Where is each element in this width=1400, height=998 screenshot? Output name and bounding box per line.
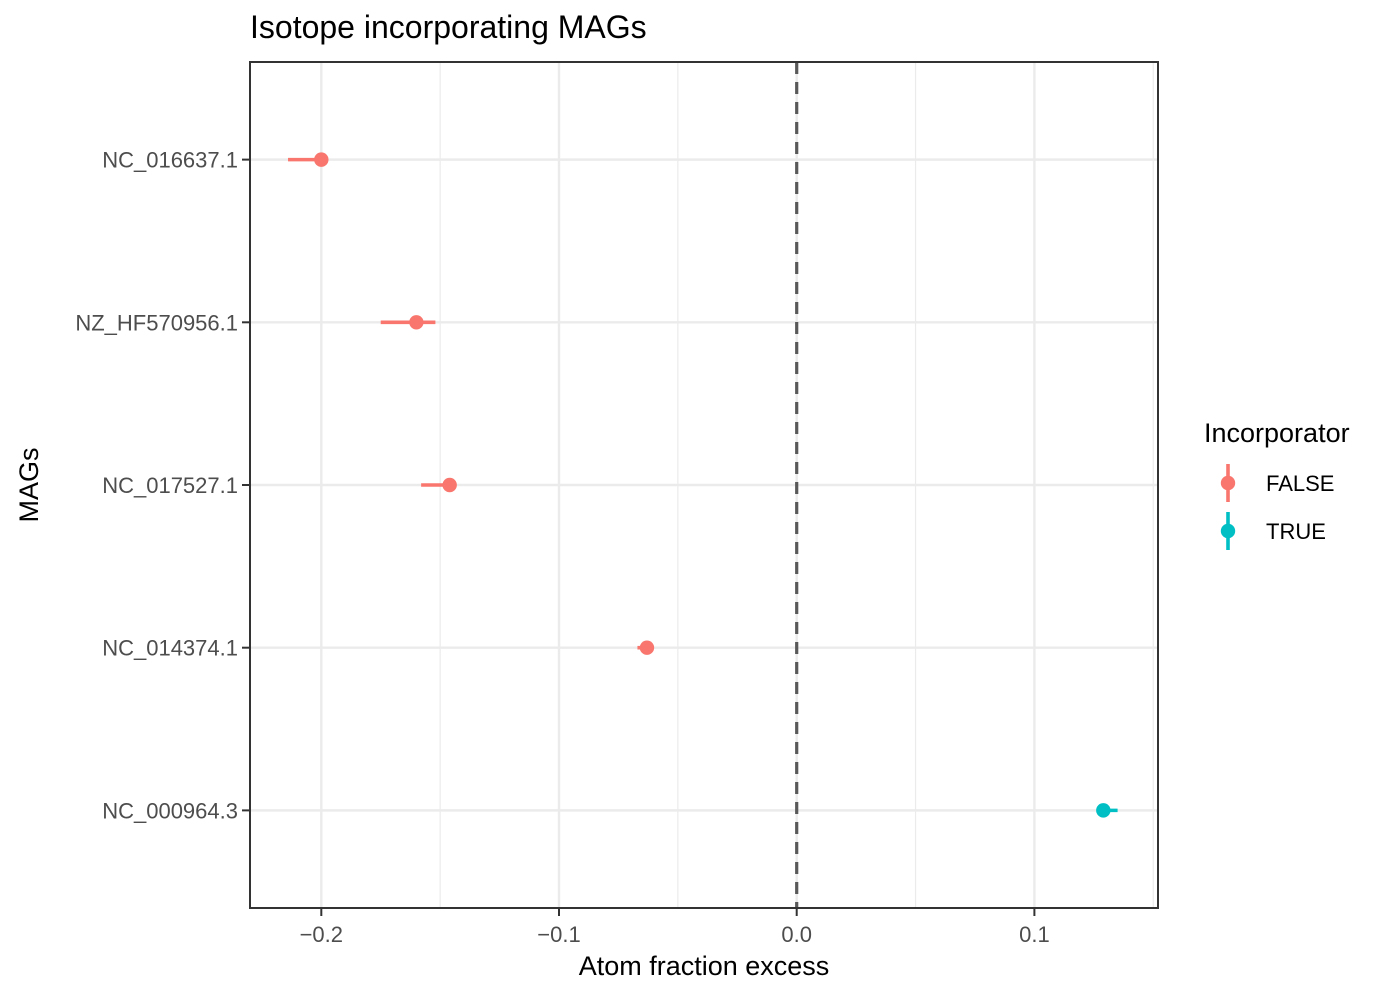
y-tick-label: NC_000964.3 (102, 798, 238, 823)
y-tick-label: NC_016637.1 (102, 148, 238, 173)
x-axis: −0.2 −0.1 0.0 0.1 (300, 908, 1050, 947)
y-axis-title: MAGs (14, 447, 44, 522)
y-tick-label: NC_014374.1 (102, 636, 238, 661)
legend-label: TRUE (1266, 519, 1326, 544)
data-point (442, 477, 457, 493)
x-tick-label: 0.0 (781, 922, 812, 947)
chart-title: Isotope incorporating MAGs (250, 9, 647, 45)
legend-key-point (1220, 523, 1236, 539)
x-axis-title: Atom fraction excess (579, 951, 830, 981)
data-layer (288, 152, 1118, 818)
data-point (314, 152, 329, 167)
y-tick-label: NZ_HF570956.1 (75, 310, 238, 335)
data-point (1096, 803, 1111, 818)
data-point (409, 315, 424, 330)
legend: Incorporator FALSE TRUE (1204, 418, 1350, 550)
y-axis: NC_016637.1 NZ_HF570956.1 NC_017527.1 NC_01… (75, 148, 250, 823)
legend-title: Incorporator (1204, 418, 1350, 448)
x-tick-label: −0.1 (537, 922, 580, 947)
x-tick-label: −0.2 (300, 922, 343, 947)
legend-label: FALSE (1266, 471, 1334, 496)
x-tick-label: 0.1 (1019, 922, 1050, 947)
data-point (639, 640, 655, 655)
y-tick-label: NC_017527.1 (102, 473, 238, 498)
legend-key-point (1220, 475, 1236, 491)
